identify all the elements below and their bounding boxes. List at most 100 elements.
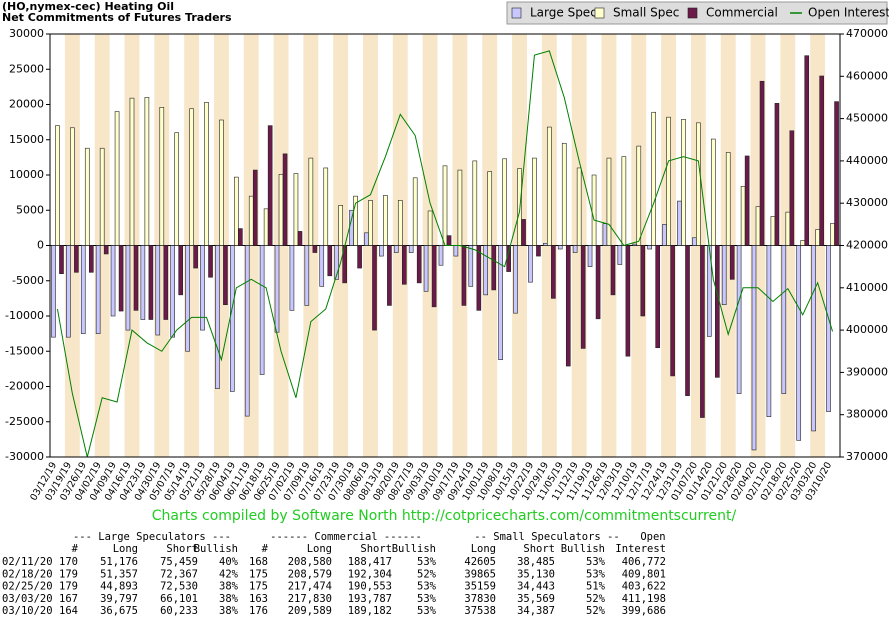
table-cell: 72,530: [160, 581, 198, 593]
y2-tick-label: 420000: [846, 239, 888, 252]
table-cell: 51,357: [100, 568, 138, 580]
table-group-header: -- Small Speculators --: [474, 531, 619, 543]
bar: [587, 245, 593, 267]
bar: [532, 157, 537, 246]
bar: [95, 245, 101, 334]
y2-tick-label: 390000: [846, 365, 888, 378]
bar: [636, 145, 642, 246]
table-cell: 403,622: [622, 581, 666, 593]
table-header: Bullish: [392, 543, 436, 555]
table-header: Interest: [615, 543, 666, 555]
plot-border: [49, 33, 841, 458]
bar: [229, 245, 235, 392]
table-cell: 209,589: [288, 605, 332, 617]
footer: Charts compiled by Software North http:/…: [152, 508, 737, 524]
bar: [602, 223, 608, 246]
legend: Large Spec Small Spec Commercial Open Inter…: [506, 1, 889, 25]
table-group-header: --- Large Speculators ---: [73, 531, 231, 543]
bar: [446, 235, 452, 246]
bar: [267, 125, 273, 246]
table-cell: 42%: [219, 568, 239, 580]
bar: [796, 245, 802, 441]
y-tick-label: 10000: [9, 168, 44, 181]
bar: [685, 245, 690, 396]
bar: [427, 210, 433, 246]
bar: [595, 245, 601, 320]
bar: [263, 208, 269, 246]
bar: [193, 245, 198, 269]
table-cell: 52%: [417, 568, 437, 580]
bar: [700, 245, 705, 418]
table-cell: 38%: [219, 593, 239, 605]
table-cell: 53%: [417, 581, 437, 593]
table-cell: 188,417: [348, 556, 392, 568]
bar: [491, 245, 497, 291]
bar: [252, 169, 258, 246]
bar: [208, 245, 213, 278]
bar: [133, 245, 139, 311]
bar: [155, 245, 161, 336]
y-tick-label: -5000: [12, 274, 44, 287]
bar: [766, 245, 772, 417]
bar: [819, 75, 824, 246]
table-cell: 399,686: [622, 605, 666, 617]
table-header: #: [262, 543, 269, 555]
bar: [457, 169, 463, 246]
bar: [528, 245, 533, 283]
bar: [461, 245, 467, 306]
bar: [200, 245, 205, 331]
table-cell: 179: [59, 581, 78, 593]
table-cell: 35159: [464, 581, 496, 593]
bar: [274, 245, 280, 333]
bar: [826, 245, 831, 412]
bar: [789, 130, 795, 246]
y2-tick-label: 380000: [846, 408, 888, 421]
y-tick-label: 25000: [9, 62, 44, 75]
bar: [834, 101, 839, 246]
bar: [677, 200, 682, 246]
bar: [487, 171, 493, 246]
table-cell: 208,580: [288, 556, 332, 568]
bar: [640, 245, 646, 317]
table-cell: 34,387: [517, 605, 555, 617]
legend-label: Open Interest: [808, 6, 889, 20]
y-tick-label: 0: [37, 239, 44, 252]
table-cell: 170: [59, 556, 78, 568]
table-cell: 164: [59, 605, 78, 617]
table-cell: 40%: [219, 556, 239, 568]
bar: [99, 147, 105, 246]
table-cell: 72,367: [160, 568, 198, 580]
legend-swatch: [594, 7, 605, 19]
bar: [781, 245, 787, 394]
bar: [110, 245, 116, 317]
table-header: Bullish: [561, 543, 605, 555]
legend-label: Commercial: [706, 6, 778, 20]
y-tick-label: 5000: [16, 203, 44, 216]
bar: [278, 173, 284, 246]
bar: [379, 245, 384, 257]
bar: [74, 245, 79, 273]
bar: [513, 245, 518, 314]
bar: [185, 245, 190, 352]
bar: [692, 237, 697, 246]
bar: [498, 245, 503, 361]
table-cell: 411,198: [622, 593, 666, 605]
table-cell: 75,459: [160, 556, 198, 568]
bar: [800, 240, 806, 246]
table-cell: 02/11/20: [2, 556, 53, 568]
bar: [551, 245, 556, 299]
bar: [830, 222, 835, 246]
bar: [282, 153, 288, 246]
bar: [483, 245, 489, 296]
y-tick-label: -15000: [5, 344, 44, 357]
table-header: Bullish: [194, 543, 238, 555]
bar: [662, 224, 667, 246]
bar: [55, 125, 60, 246]
table-cell: 03/03/20: [2, 593, 53, 605]
bar: [204, 102, 209, 246]
table-cell: 409,801: [622, 568, 666, 580]
legend-swatch: [687, 7, 698, 19]
table-cell: 406,772: [622, 556, 666, 568]
table-cell: 193,787: [348, 593, 392, 605]
table-cell: 52%: [586, 593, 606, 605]
